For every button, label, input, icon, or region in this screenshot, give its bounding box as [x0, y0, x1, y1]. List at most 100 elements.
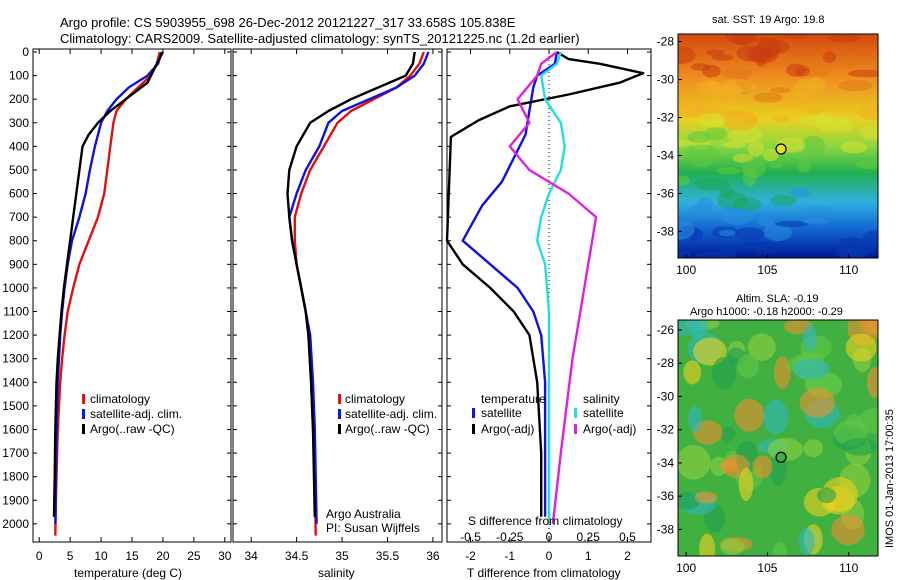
sst-patch: [783, 34, 807, 40]
sst-patch: [770, 194, 797, 207]
depth-tick-label: 500: [9, 163, 29, 177]
sla-map: Altim. SLA: -0.19 Argo h1000: -0.18 h200…: [657, 293, 879, 575]
sst-patch: [702, 64, 721, 78]
sla-patch: [693, 337, 727, 366]
sst-patch: [694, 251, 723, 258]
legend-swatch-sal-satellite: [574, 408, 577, 418]
map-x-tick-label: 100: [676, 561, 696, 575]
sst-patch: [721, 208, 753, 225]
s-x-tick-label: -0.5: [460, 530, 481, 544]
sst-patch: [721, 67, 753, 79]
difference-legend: temperature salinity satellite satellite…: [472, 392, 636, 436]
sst-patch: [796, 160, 812, 173]
sla-map-subtitle: Argo h1000: -0.18 h2000: -0.29: [690, 306, 843, 318]
sla-patch: [720, 538, 745, 555]
x-tick-label: 5: [67, 549, 74, 563]
depth-tick-label: 1000: [2, 281, 29, 295]
sst-map-frame: [677, 33, 879, 259]
sst-patch: [773, 116, 791, 123]
sla-patch: [710, 456, 728, 477]
sst-patch: [840, 238, 869, 255]
sst-patch: [717, 167, 741, 175]
t-x-tick-label: -1: [504, 549, 515, 563]
x-tick-label: 35.5: [376, 549, 400, 563]
legend-label-sal-argo: Argo(-adj): [583, 422, 636, 436]
legend-swatch-argo: [338, 424, 341, 434]
sst-patch: [799, 114, 833, 127]
sla-patch: [772, 541, 788, 556]
x-tick-label: 25: [187, 549, 201, 563]
sst-patch: [754, 37, 780, 44]
sst-patch: [840, 141, 867, 154]
sla-patch: [747, 333, 776, 361]
x-tick-label: 34.5: [285, 549, 309, 563]
sst-patch: [711, 54, 734, 61]
legend-group-temperature: temperature: [481, 392, 546, 406]
t-x-tick-label: 2: [624, 549, 631, 563]
depth-tick-label: 1300: [2, 352, 29, 366]
map-y-tick-label: -30: [657, 389, 675, 403]
x-tick-label: 10: [94, 549, 108, 563]
depth-tick-label: 300: [9, 116, 29, 130]
depth-tick-label: 1600: [2, 422, 29, 436]
series-line-temperature-argo-adj-: [445, 50, 645, 517]
sst-patch: [715, 84, 743, 97]
x-tick-label: 36: [426, 549, 440, 563]
depth-tick-label: 200: [9, 92, 29, 106]
map-x-tick-label: 100: [676, 263, 696, 277]
map-y-tick-label: -36: [657, 186, 675, 200]
argo-location-marker: [775, 451, 787, 463]
sst-patch: [741, 114, 760, 124]
legend-swatch-temp-satellite: [472, 408, 475, 418]
sst-patch: [740, 159, 766, 178]
s-x-tick-label: 0.5: [619, 530, 636, 544]
sst-patch: [837, 79, 873, 92]
sla-patch: [719, 426, 736, 442]
legend-swatch-argo: [82, 424, 85, 434]
legend-label-satellite-adj: satellite-adj. clim.: [90, 407, 182, 421]
x-tick-label: 30: [218, 549, 232, 563]
sla-patch: [803, 439, 824, 458]
sla-patch: [842, 437, 877, 456]
temperature-legend: climatology satellite-adj. clim. Argo(..…: [82, 392, 182, 436]
sla-patch: [689, 320, 708, 339]
sst-patch: [822, 51, 837, 63]
x-tick-label: 34: [244, 549, 258, 563]
legend-swatch-sal-argo: [574, 424, 577, 434]
argo-location-marker: [775, 143, 787, 155]
sla-map-title: Altim. SLA: -0.19: [736, 293, 819, 305]
sst-patch: [724, 34, 757, 45]
series-line-temperature-satellite: [461, 51, 558, 517]
depth-tick-label: 800: [9, 234, 29, 248]
sla-patch: [711, 356, 737, 390]
sst-patch: [678, 250, 692, 258]
legend-label-argo: Argo(..raw -QC): [345, 422, 430, 436]
sst-patch: [728, 127, 763, 144]
map-y-tick-label: -32: [657, 423, 675, 437]
sst-texture: [678, 34, 878, 258]
map-x-tick-label: 105: [757, 263, 777, 277]
sst-map-title: sat. SST: 19 Argo: 19.8: [712, 14, 825, 26]
sla-patch: [737, 354, 760, 379]
sla-patch: [816, 487, 837, 504]
map-x-tick-label: 110: [839, 263, 858, 277]
sla-map-axes: 100 105 110 -26 -28 -30 -32 -34 -36 -38: [657, 323, 859, 575]
imos-credit: IMOS 01-Jan-2013 17:00:35: [884, 409, 896, 548]
series-line-argo-raw-qc-: [286, 51, 416, 517]
salinity-legend: climatology satellite-adj. clim. Argo(..…: [338, 392, 437, 436]
pi-annotation: PI: Susan Wijffels: [326, 521, 420, 535]
sst-patch: [802, 135, 826, 156]
depth-tick-label: 100: [9, 69, 29, 83]
sst-patch: [734, 227, 765, 240]
sst-patch: [692, 149, 714, 168]
sst-patch: [678, 45, 696, 65]
sst-patch: [769, 162, 784, 169]
difference-chart: -2 -1 0 1 2 -0.5 -0.25 0 0.25 0.5: [445, 49, 651, 563]
t-x-tick-label: 1: [585, 549, 592, 563]
sla-patch: [859, 320, 878, 335]
salinity-xlabel: salinity: [318, 566, 355, 580]
sla-patch: [774, 356, 791, 390]
depth-axis: 0 100 200 300 400 500 600 700 800 900 1000 1100 1200…: [2, 45, 29, 531]
sla-patch: [678, 444, 711, 480]
